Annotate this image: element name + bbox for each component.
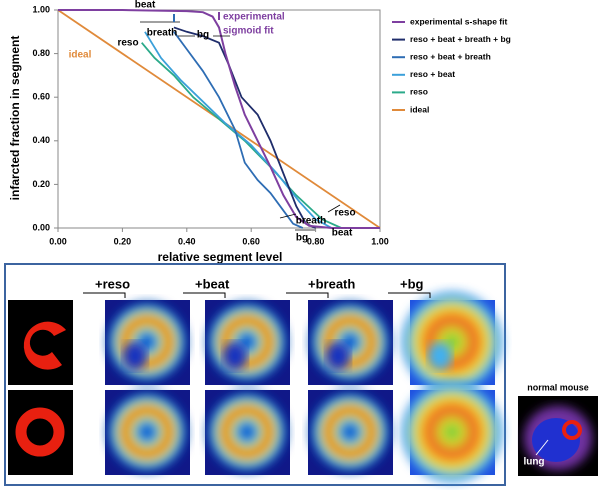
x-tick-label: 0.60 [242,236,260,246]
phantom-ring [23,321,66,370]
phantom [8,300,73,385]
phantom-ring [15,407,65,457]
arrow [279,213,297,219]
image-panel [4,263,506,486]
step-label: +reso [95,276,130,291]
annotation: bg [296,233,308,244]
heatmap-ring [402,382,502,482]
y-axis-title: infarcted fraction in segment [8,36,22,201]
arrow [327,204,341,213]
legend-label: reso + beat [410,69,455,79]
heatmap-ring [107,302,187,382]
images [8,292,502,482]
annotation: reso [334,208,355,219]
heatmap-gap [428,342,452,370]
inset-title: normal mouse [527,382,589,392]
y-tick-label: 0.60 [32,92,50,102]
step-label: +bg [400,276,424,291]
line [173,31,304,229]
inset-label: lung [523,457,544,468]
line [144,31,333,229]
inset [518,396,598,476]
step-arrow [388,292,431,298]
heatmap-ring [107,392,187,472]
line [58,9,380,229]
y-tick-label: 0.40 [32,135,50,145]
legend-label: reso [410,87,428,97]
legend-label: experimental s-shape fit [410,16,507,26]
legend-label: reso + beat + breath [410,51,491,61]
x-tick-label: 0.00 [49,236,67,246]
heatmap-ring [402,292,502,392]
step-arrow [286,292,329,298]
x-tick-label: 0.40 [178,236,196,246]
heatmap-ring [310,392,390,472]
x-tick-label: 0.80 [307,236,325,246]
y-tick-label: 1.00 [32,4,50,14]
body [532,418,580,462]
step-label: +beat [195,276,230,291]
legend-label: ideal [410,104,429,114]
step-label: +breath [308,276,355,291]
x-tick-label: 1.00 [371,236,389,246]
heatmap-gap [223,342,247,370]
heatmap-ring [207,392,287,472]
heatmap-gap [326,342,350,370]
arrow [535,439,549,456]
legend-label: reso + beat + breath + bg [410,34,511,44]
plot-frame [57,9,381,229]
annotation: reso [117,38,138,49]
step-arrow [183,292,226,298]
y-tick-label: 0.00 [32,222,50,232]
annotation: experimental [223,12,285,23]
heatmap-ring [207,302,287,382]
y-tick-label: 0.80 [32,48,50,58]
annotation: beat [135,0,156,11]
annotation: sigmoid fit [223,26,274,37]
heart [562,420,582,440]
heatmap-gap [123,342,147,370]
heatmap-ring [310,302,390,382]
x-tick-label: 0.20 [114,236,132,246]
y-tick-label: 0.20 [32,179,50,189]
step-arrow [83,292,126,298]
annotation: bg [197,30,209,41]
line [173,26,316,229]
x-axis-title: relative segment level [158,250,283,264]
annotation: beat [332,228,353,239]
annotation: breath [296,216,327,227]
annotation: ideal [69,50,92,61]
annotation: breath [147,28,178,39]
